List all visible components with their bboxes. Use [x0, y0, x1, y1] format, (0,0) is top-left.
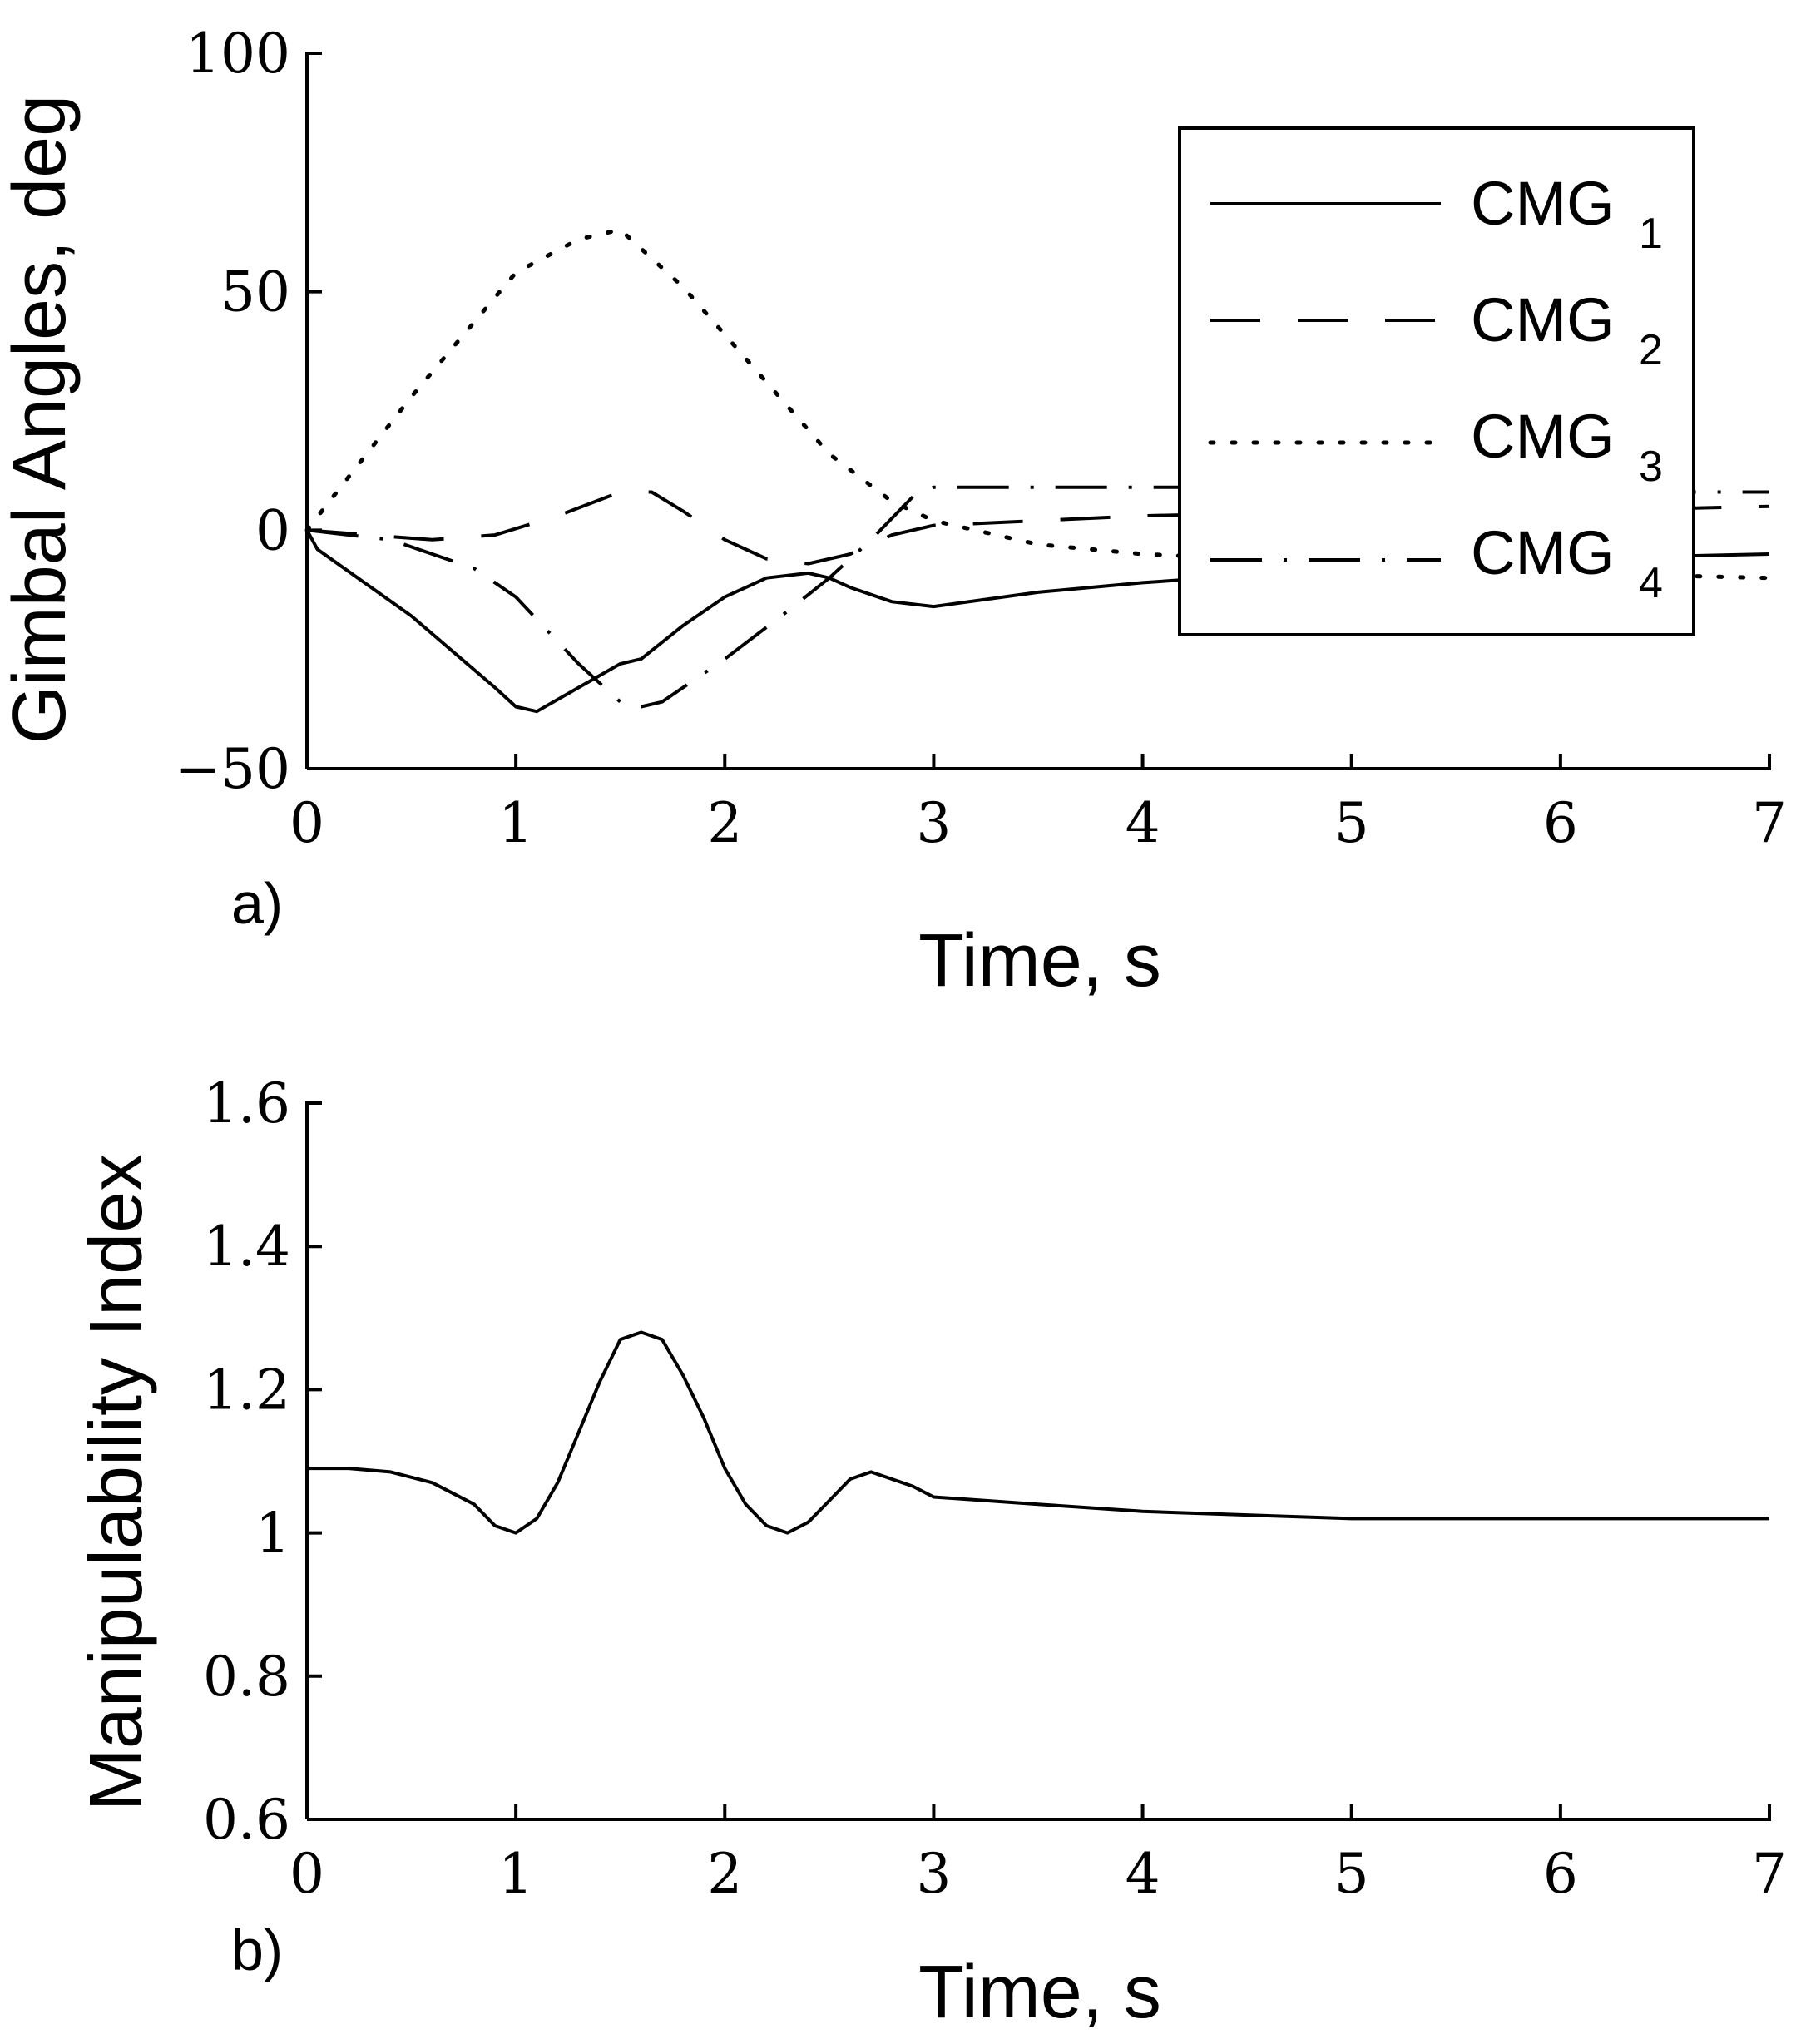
manipulability-series-group	[307, 1330, 1769, 1535]
gimbal-axes	[305, 52, 1771, 770]
gimbal-x-tick-label: 3	[916, 791, 951, 855]
gimbal-x-tick-label: 4	[1126, 791, 1160, 855]
manipulability-y-tick-label: 0.6	[203, 1788, 290, 1852]
legend-sub-cmg1: 1	[1639, 210, 1663, 258]
legend-entry-cmg1: CMG 1	[1210, 169, 1663, 258]
gimbal-series-2-line	[306, 490, 1770, 566]
gimbal-y-tick-label: 0	[255, 498, 290, 562]
gimbal-series-4-line	[306, 485, 1769, 709]
manipulability-y-tick-label: 1.2	[203, 1358, 290, 1422]
legend-label-cmg4: CMG	[1471, 518, 1615, 587]
manipulability-x-tick-label: 4	[1126, 1842, 1160, 1906]
manipulability-y-tick-label: 0.8	[203, 1645, 290, 1709]
panel-b-label: b)	[231, 1918, 283, 1982]
manipulability-chart: 0 1 2 3 4 5 6 7 0.6 0.8 1 1.2 1.4 1.6 Manipulability …	[75, 1071, 1787, 2034]
gimbal-x-tick-label: 2	[707, 791, 742, 855]
gimbal-x-tick-label: 5	[1334, 791, 1369, 855]
manipulability-y-tick-label: 1.4	[203, 1215, 290, 1279]
legend-label-cmg1: CMG	[1471, 169, 1615, 238]
manipulability-y-tick-label: 1	[255, 1502, 290, 1566]
gimbal-series-1-line	[305, 529, 1770, 714]
gimbal-x-axis-title: Time, s	[918, 919, 1161, 1002]
legend-sub-cmg2: 2	[1639, 326, 1663, 374]
manipulability-series-1-line	[307, 1330, 1769, 1535]
legend-sub-cmg3: 3	[1639, 443, 1663, 491]
manipulability-x-tick-label: 6	[1543, 1842, 1578, 1906]
legend-label-cmg2: CMG	[1471, 285, 1615, 354]
manipulability-x-tick-label: 3	[916, 1842, 951, 1906]
gimbal-series-group	[304, 227, 1772, 714]
gimbal-x-tick-label: 1	[498, 791, 533, 855]
legend-label-cmg3: CMG	[1471, 402, 1615, 471]
gimbal-x-tick-label: 6	[1543, 791, 1578, 855]
manipulability-x-tick-label: 1	[498, 1842, 533, 1906]
gimbal-y-tick-label: 50	[220, 260, 290, 324]
gimbal-y-tick-label: 100	[186, 22, 290, 86]
gimbal-legend: CMG 1 CMG 2 CMG 3 CMG 4	[1178, 126, 1695, 636]
legend-entry-cmg3: CMG 3	[1208, 402, 1663, 491]
gimbal-x-tick-label: 0	[289, 791, 324, 855]
manipulability-y-tick-label: 1.6	[203, 1071, 290, 1136]
gimbal-y-tick-label: −50	[175, 737, 290, 801]
manipulability-x-tick-label: 7	[1752, 1842, 1787, 1906]
panel-a-label: a)	[231, 871, 283, 936]
legend-box	[1178, 126, 1695, 636]
manipulability-ticks: 0 1 2 3 4 5 6 7 0.6 0.8 1 1.2 1.4 1.6	[203, 1071, 1787, 1906]
manipulability-y-axis-title: Manipulability Index	[75, 1154, 158, 1811]
manipulability-x-tick-label: 2	[707, 1842, 742, 1906]
gimbal-x-tick-label: 7	[1752, 791, 1787, 855]
legend-sub-cmg4: 4	[1639, 559, 1663, 607]
legend-entry-cmg4: CMG 4	[1210, 518, 1663, 607]
legend-entry-cmg2: CMG 2	[1210, 285, 1663, 374]
manipulability-axes	[305, 1101, 1771, 1821]
manipulability-x-axis-title: Time, s	[918, 1951, 1161, 2034]
manipulability-x-tick-label: 0	[289, 1842, 324, 1906]
manipulability-x-tick-label: 5	[1334, 1842, 1369, 1906]
gimbal-y-axis-title: Gimbal Angles, deg	[0, 95, 82, 744]
